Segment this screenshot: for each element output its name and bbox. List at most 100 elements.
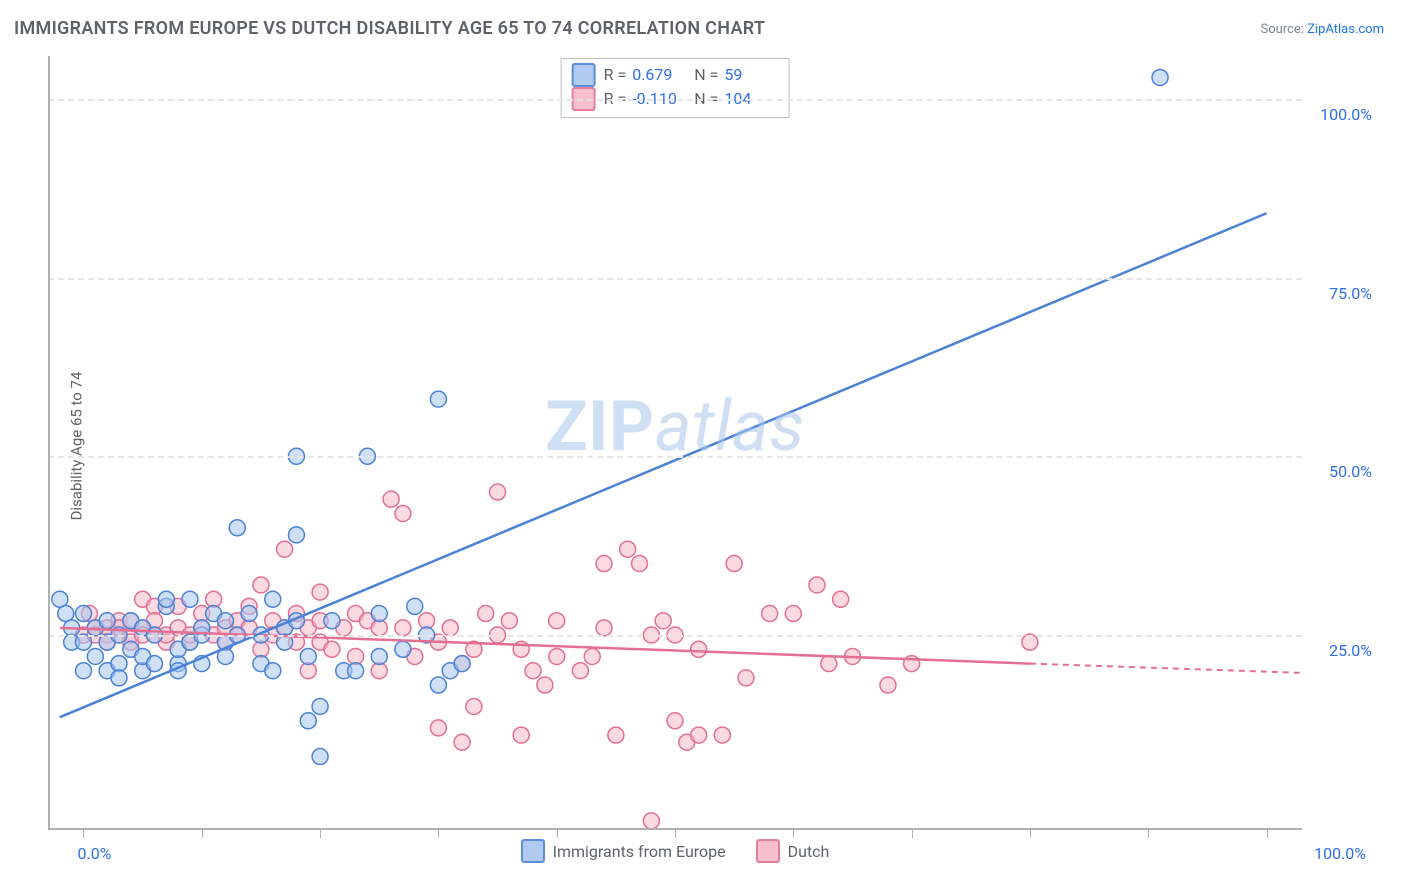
data-point [324,613,340,629]
regression-line [60,213,1267,717]
data-point [691,727,707,743]
regression-line [1030,664,1302,673]
data-point [430,720,446,736]
data-point [880,677,896,693]
y-axis-line [48,56,50,828]
data-point [99,613,115,629]
x-min-label: 0.0% [77,844,111,863]
data-point [371,606,387,622]
y-tick-label: 25.0% [1329,641,1372,660]
x-tick [202,828,203,838]
data-point [312,698,328,714]
legend-swatch-series1 [521,839,545,863]
bottom-legend: Immigrants from Europe Dutch [48,839,1302,863]
data-point [312,749,328,765]
data-point [738,670,754,686]
x-tick [320,828,321,838]
data-point [111,670,127,686]
data-point [442,620,458,636]
source-label: Source: ZipAtlas.com [1260,22,1384,37]
data-point [265,663,281,679]
data-point [229,520,245,536]
data-point [395,620,411,636]
x-tick [1267,828,1268,838]
chart-plot-area: ZIPatlas R = 0.679 N = 59 R = -0.110 N =… [48,56,1302,828]
data-point [785,606,801,622]
data-point [620,541,636,557]
data-point [383,491,399,507]
x-tick [912,828,913,838]
data-point [490,484,506,500]
data-point [478,606,494,622]
data-point [253,577,269,593]
legend-label-series1: Immigrants from Europe [553,842,726,861]
data-point [466,698,482,714]
data-point [596,556,612,572]
data-point [549,648,565,664]
y-tick-label: 50.0% [1329,462,1372,481]
data-point [714,727,730,743]
data-point [667,713,683,729]
n-value-1: 59 [724,63,778,87]
plot-svg [48,56,1302,828]
n-label-1: N = [694,63,718,87]
data-point [726,556,742,572]
x-tick [83,828,84,838]
data-point [87,648,103,664]
data-point [348,663,364,679]
data-point [596,620,612,636]
data-point [584,648,600,664]
data-point [608,727,624,743]
data-point [833,591,849,607]
x-tick [438,828,439,838]
data-point [537,677,553,693]
source-prefix: Source: [1260,22,1307,37]
r-label-1: R = [604,63,627,87]
data-point [277,541,293,557]
data-point [821,656,837,672]
data-point [300,713,316,729]
y-tick-label: 100.0% [1320,105,1372,124]
x-tick [675,828,676,838]
stats-info-box: R = 0.679 N = 59 R = -0.110 N = 104 [561,58,790,118]
legend-label-series2: Dutch [788,842,830,861]
data-point [146,656,162,672]
gridline [48,635,1302,637]
data-point [395,505,411,521]
data-point [454,734,470,750]
data-point [300,648,316,664]
data-point [454,656,470,672]
legend-item-series1: Immigrants from Europe [521,839,726,863]
data-point [158,591,174,607]
legend-swatch-series2 [756,839,780,863]
r-value-1: 0.679 [632,63,686,87]
data-point [182,591,198,607]
data-point [407,598,423,614]
gridline [48,456,1302,458]
x-tick [1148,828,1149,838]
data-point [632,556,648,572]
legend-item-series2: Dutch [756,839,830,863]
data-point [288,527,304,543]
data-point [75,663,91,679]
data-point [643,813,659,829]
data-point [395,641,411,657]
data-point [430,391,446,407]
chart-container: IMMIGRANTS FROM EUROPE VS DUTCH DISABILI… [0,0,1406,892]
data-point [513,727,529,743]
data-point [549,613,565,629]
data-point [430,677,446,693]
data-point [75,606,91,622]
data-point [265,591,281,607]
x-tick [793,828,794,838]
data-point [324,641,340,657]
gridline [48,99,1302,101]
data-point [525,663,541,679]
chart-title: IMMIGRANTS FROM EUROPE VS DUTCH DISABILI… [14,18,765,39]
data-point [572,663,588,679]
stats-row-series1: R = 0.679 N = 59 [572,63,779,87]
data-point [762,606,778,622]
data-point [501,613,517,629]
source-link[interactable]: ZipAtlas.com [1307,22,1384,37]
x-max-label: 100.0% [1314,844,1366,863]
